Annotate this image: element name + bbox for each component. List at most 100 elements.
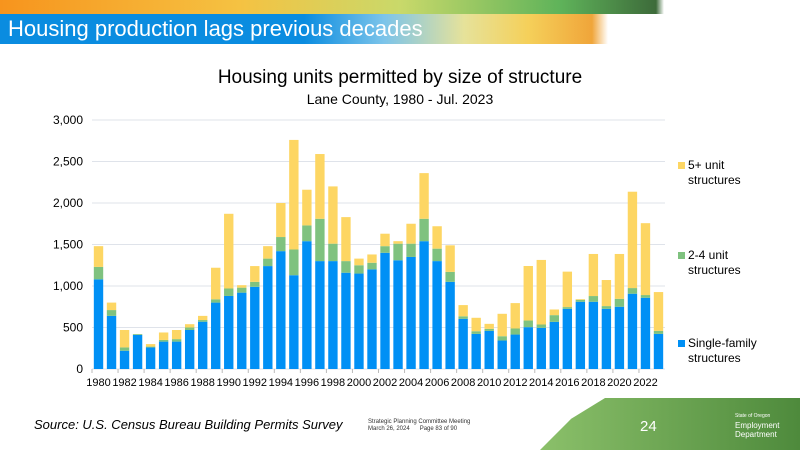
bar-2-4-unit: [627, 288, 638, 294]
bar-single-family: [432, 261, 442, 369]
bar-5plus-unit: [380, 233, 390, 247]
bar-5plus-unit: [549, 309, 559, 316]
bar-5plus-unit: [393, 241, 403, 244]
legend-swatch-2to4: [678, 252, 685, 259]
bar-single-family: [224, 295, 234, 369]
bar-2-4-unit: [237, 287, 247, 293]
bar-2-4-unit: [211, 299, 221, 303]
bar-single-family: [119, 350, 130, 369]
bar-2-4-unit: [250, 281, 260, 287]
bar-5plus-unit: [341, 217, 351, 262]
bar-single-family: [263, 266, 273, 369]
bar-single-family: [640, 297, 651, 369]
bar-2-4-unit: [367, 262, 377, 270]
bar-5plus-unit: [289, 139, 299, 250]
slide-number: 24: [640, 418, 657, 435]
x-tick-label: 2014: [529, 377, 553, 389]
bar-single-family: [380, 252, 390, 369]
legend-line: structures: [688, 351, 741, 365]
x-tick-label: 1988: [190, 377, 214, 389]
bar-single-family: [171, 341, 182, 369]
bar-single-family: [575, 301, 586, 369]
bar-2-4-unit: [276, 237, 286, 252]
x-tick-label: 2020: [607, 377, 631, 389]
x-tick-label: 2002: [373, 377, 397, 389]
legend-label-5plus: 5+ unit structures: [688, 158, 741, 188]
x-tick-label: 2022: [633, 377, 657, 389]
bar-5plus-unit: [484, 323, 494, 329]
source-note: Source: U.S. Census Bureau Building Perm…: [34, 417, 343, 432]
bar-2-4-unit: [419, 218, 429, 242]
bar-2-4-unit: [341, 261, 351, 273]
y-tick-label: 1,000: [53, 279, 83, 293]
bar-single-family: [484, 330, 494, 369]
bar-single-family: [198, 321, 208, 369]
bar-single-family: [184, 329, 195, 369]
bar-single-family: [588, 301, 599, 369]
x-tick-label: 1996: [295, 377, 319, 389]
bar-2-4-unit: [106, 310, 117, 316]
bar-5plus-unit: [211, 267, 221, 300]
chart-title: Housing units permitted by size of struc…: [217, 67, 583, 88]
x-tick-label: 2016: [555, 377, 579, 389]
logo-text: Employment: [735, 421, 780, 430]
y-tick-label: 1,500: [53, 238, 83, 252]
bar-2-4-unit: [588, 296, 599, 302]
bar-5plus-unit: [419, 173, 429, 219]
legend-label-single-family: Single-family structures: [688, 336, 757, 366]
bar-single-family: [549, 321, 559, 369]
bar-5plus-unit: [198, 315, 208, 321]
y-tick-label: 0: [76, 362, 83, 376]
bar-single-family: [627, 293, 638, 369]
employment-department-logo: State of Oregon Employment Department: [735, 410, 779, 439]
y-tick-label: 2,000: [53, 196, 83, 210]
bar-single-family: [106, 315, 117, 369]
bar-5plus-unit: [575, 299, 586, 300]
bar-2-4-unit: [601, 306, 612, 309]
bar-single-family: [601, 308, 612, 369]
bar-5plus-unit: [276, 203, 286, 238]
x-tick-label: 2008: [451, 377, 475, 389]
bar-5plus-unit: [106, 302, 117, 311]
bar-5plus-unit: [432, 226, 442, 249]
bar-5plus-unit: [302, 189, 312, 226]
x-tick-label: 1994: [269, 377, 293, 389]
bar-2-4-unit: [315, 218, 325, 262]
bar-5plus-unit: [237, 285, 247, 288]
bar-5plus-unit: [119, 329, 130, 348]
bar-single-family: [276, 251, 286, 369]
logo-text: State of Oregon: [735, 413, 771, 419]
bar-2-4-unit: [497, 336, 507, 341]
bar-5plus-unit: [406, 223, 416, 244]
bar-2-4-unit: [523, 320, 533, 328]
bar-2-4-unit: [224, 288, 234, 296]
bar-2-4-unit: [432, 248, 442, 262]
bar-5plus-unit: [510, 303, 520, 329]
bar-5plus-unit: [471, 317, 481, 332]
legend-swatch-5plus: [678, 162, 685, 169]
bar-single-family: [250, 286, 260, 369]
x-tick-label: 1984: [138, 377, 162, 389]
bar-single-family: [458, 318, 468, 369]
chart-subtitle: Lane County, 1980 - Jul. 2023: [306, 91, 494, 107]
bar-5plus-unit: [601, 280, 612, 307]
legend-line: 5+ unit: [688, 158, 725, 172]
bar-5plus-unit: [458, 305, 468, 317]
x-tick-label: 2012: [503, 377, 527, 389]
x-tick-label: 2010: [477, 377, 501, 389]
x-tick-label: 1986: [164, 377, 188, 389]
bar-single-family: [315, 261, 325, 369]
bar-single-family: [354, 273, 364, 369]
meeting-title: Strategic Planning Committee Meeting: [368, 419, 471, 425]
bar-2-4-unit: [145, 346, 156, 348]
bar-5plus-unit: [250, 266, 260, 282]
bar-single-family: [614, 306, 625, 369]
bar-2-4-unit: [393, 243, 403, 261]
bar-2-4-unit: [614, 298, 625, 307]
legend-line: structures: [688, 173, 741, 187]
x-tick-label: 2018: [581, 377, 605, 389]
bar-single-family: [367, 269, 377, 369]
x-tick-label: 2000: [347, 377, 371, 389]
bar-2-4-unit: [184, 327, 195, 330]
